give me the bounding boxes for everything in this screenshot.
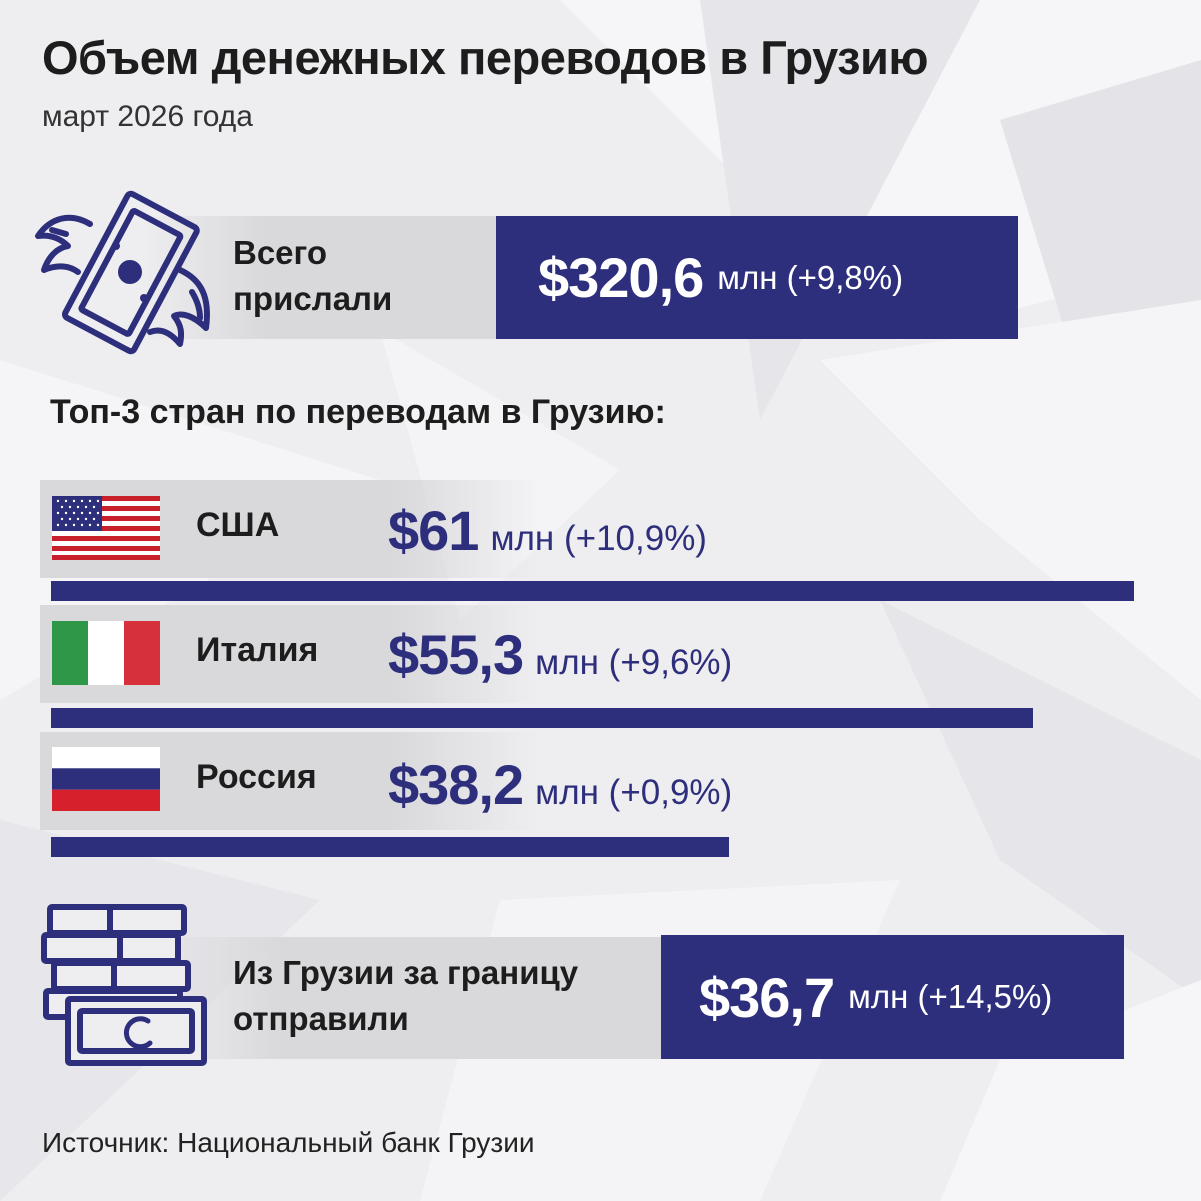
total-received-value: $320,6: [538, 246, 704, 309]
money-stack-icon: [41, 904, 207, 1066]
country-name-italy: Италия: [196, 631, 319, 669]
country-value-italy: $55,3 млн (+9,6%): [388, 622, 732, 687]
total-received-label: Всего прислали: [233, 230, 483, 322]
bar-italy: [51, 708, 1033, 728]
top3-title: Топ-3 стран по переводам в Грузию:: [50, 393, 666, 431]
source-note: Источник: Национальный банк Грузии: [42, 1127, 535, 1158]
total-received-value-box: $320,6 млн (+9,8%): [496, 216, 1018, 339]
sent-abroad-value-box: $36,7 млн (+14,5%): [661, 935, 1124, 1059]
country-name-russia: Россия: [196, 758, 317, 796]
country-value-russia: $38,2 млн (+0,9%): [388, 752, 732, 817]
country-unit-change: млн (+10,9%): [490, 519, 707, 558]
italy-flag-icon: [52, 621, 160, 685]
country-amount: $38,2: [388, 753, 524, 816]
country-name-usa: США: [196, 506, 280, 544]
bar-usa: [51, 581, 1134, 601]
sent-abroad-unit-change: млн (+14,5%): [848, 978, 1053, 1015]
country-amount: $61: [388, 499, 479, 562]
country-unit-change: млн (+0,9%): [535, 773, 733, 812]
total-received-unit-change: млн (+9,8%): [717, 258, 904, 296]
sent-abroad-label-line2: отправили: [233, 1000, 409, 1037]
total-received-label-line1: Всего: [233, 234, 328, 271]
country-unit-change: млн (+9,6%): [535, 643, 733, 682]
country-amount: $55,3: [388, 623, 524, 686]
page-title: Объем денежных переводов в Грузию: [42, 31, 929, 84]
sent-abroad-label-line1: Из Грузии за границу: [233, 954, 579, 991]
total-received-label-line2: прислали: [233, 280, 393, 317]
sent-abroad-strip: [150, 937, 670, 1059]
russia-flag-icon: [52, 747, 160, 811]
page-subtitle: март 2026 года: [42, 100, 253, 133]
bar-russia: [51, 837, 729, 857]
country-value-usa: $61 млн (+10,9%): [388, 498, 707, 563]
flying-money-icon: [35, 190, 210, 355]
sent-abroad-value: $36,7: [699, 965, 835, 1029]
usa-flag-icon: [52, 496, 160, 560]
sent-abroad-label: Из Грузии за границу отправили: [233, 950, 653, 1042]
